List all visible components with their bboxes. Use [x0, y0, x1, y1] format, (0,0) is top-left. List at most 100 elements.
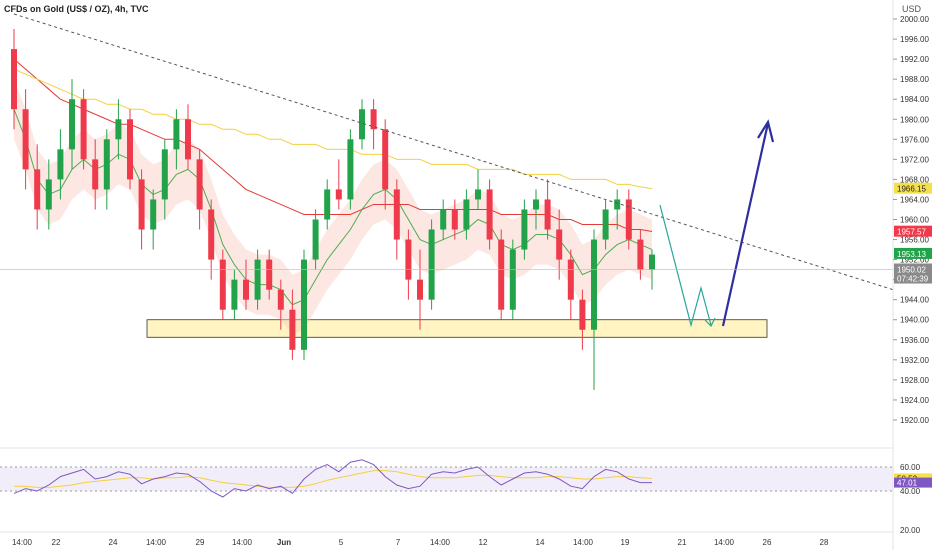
candle-body [115, 119, 122, 140]
candle-body [544, 199, 551, 230]
time-tick-label: 28 [820, 538, 829, 547]
price-label-badge [894, 225, 932, 237]
price-tick-label: 1972.00 [900, 155, 929, 164]
candle-body [393, 189, 400, 240]
price-tick-label: 1996.00 [900, 35, 929, 44]
candle-body [521, 209, 528, 250]
candle-body [347, 139, 354, 200]
candle-body [301, 259, 307, 350]
candle-body [243, 279, 249, 300]
candle-body [509, 249, 516, 310]
candle-body [451, 209, 458, 230]
candle-body [312, 219, 319, 260]
time-tick-label: 22 [52, 538, 61, 547]
candle-body [127, 119, 133, 180]
price-tick-label: 1936.00 [900, 336, 929, 345]
candle-body [185, 119, 191, 160]
candle-body [533, 199, 539, 210]
time-tick-label: 5 [339, 538, 344, 547]
price-axis[interactable]: 2000.00 1996.00 1992.00 1988.00 1984.00 1980.… [892, 0, 932, 550]
price-tick-label: 1944.00 [900, 296, 929, 305]
price-tick-label: 1956.00 [900, 236, 929, 245]
price-tick-label: 1920.00 [900, 416, 929, 425]
candle-body [231, 279, 238, 310]
time-tick-label: 14:00 [714, 538, 735, 547]
candle-body [196, 159, 203, 210]
price-label-text: 1966.15 [897, 185, 926, 194]
candle-body [22, 109, 29, 170]
candle-body [208, 209, 215, 260]
time-tick-label: 21 [678, 538, 687, 547]
time-tick-label: 26 [763, 538, 772, 547]
candle-body [277, 289, 284, 310]
time-tick-label: 14:00 [573, 538, 594, 547]
candle-body [602, 209, 609, 240]
candle-body [405, 239, 412, 280]
time-tick-label: 14:00 [232, 538, 253, 547]
candle-body [614, 199, 621, 210]
price-label-text: 1950.02 [897, 266, 926, 275]
projection-arrowhead-green [704, 317, 716, 328]
candle-body [567, 259, 574, 300]
candle-body [150, 199, 157, 230]
price-tick-label: 1984.00 [900, 95, 929, 104]
candle-body [359, 109, 365, 140]
rsi-pane [0, 447, 893, 498]
candle-body [649, 254, 655, 270]
price-label-badge [894, 247, 932, 259]
time-tick-label: 12 [479, 538, 488, 547]
rsi-tick-label: 20.00 [900, 526, 921, 535]
candle-body [34, 169, 41, 210]
price-tick-label: 2000.00 [900, 15, 929, 24]
candle-body [45, 179, 52, 210]
chart-title: CFDs on Gold (US$ / OZ), 4h, TVC [4, 4, 149, 14]
time-tick-label: 19 [621, 538, 630, 547]
projection-line-blue [721, 122, 770, 327]
candle-body [591, 239, 597, 330]
ema_slow-line [13, 68, 653, 190]
currency-label: USD [902, 4, 922, 14]
price-tick-label: 1988.00 [900, 75, 929, 84]
candle-body [173, 119, 180, 150]
candle-body [103, 139, 110, 190]
candle-body [69, 99, 75, 150]
price-label-badge [894, 182, 932, 194]
time-tick-label: 24 [109, 538, 118, 547]
price-tick-label: 1960.00 [900, 216, 929, 225]
time-axis[interactable]: 14:00 22 24 14:00 29 14:00 Jun 5 7 14:00 12 14 14:00… [0, 531, 893, 547]
price-label-countdown: 07:42:39 [897, 275, 929, 284]
candle-body [80, 99, 87, 160]
rsi-ma-line [14, 470, 653, 488]
rsi-tick-label: 60.00 [900, 463, 921, 472]
time-tick-label: 14:00 [146, 538, 167, 547]
time-tick-label: Jun [277, 538, 291, 547]
rsi-label-badge [894, 477, 932, 488]
candle-body [161, 149, 168, 200]
time-tick-label: 29 [196, 538, 205, 547]
candle-body [335, 189, 342, 200]
price-tick-label: 1952.00 [900, 256, 929, 265]
time-tick-label: 14:00 [12, 538, 33, 547]
price-tick-label: 1968.00 [900, 175, 929, 184]
candle-body [463, 199, 470, 230]
rsi-line [13, 459, 653, 498]
price-tick-label: 1932.00 [900, 356, 929, 365]
price-tick-label: 1940.00 [900, 316, 929, 325]
price-label-badge [894, 263, 932, 284]
candle-body [266, 259, 273, 290]
price-tick-label: 1928.00 [900, 376, 929, 385]
candle-body [289, 309, 296, 350]
main-pane [0, 13, 894, 390]
candle-body [428, 229, 435, 300]
price-tick-label: 1976.00 [900, 135, 929, 144]
candle-body [417, 279, 423, 300]
price-label-text: 1953.13 [897, 250, 926, 259]
price-tick-label: 1964.00 [900, 195, 929, 204]
price-tick-label: 1992.00 [900, 55, 929, 64]
time-tick-label: 7 [396, 538, 401, 547]
candle-body [579, 299, 586, 330]
price-tick-label: 1924.00 [900, 396, 929, 405]
